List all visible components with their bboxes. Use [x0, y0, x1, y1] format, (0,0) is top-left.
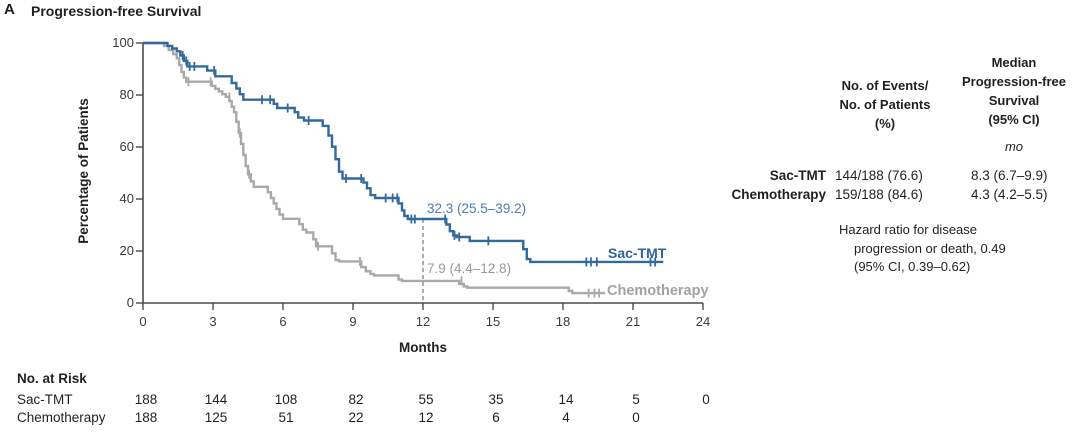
median-column-header: Median Progression-free Survival (95% CI… [948, 53, 1080, 129]
hazard-ratio-line1: Hazard ratio for disease [839, 222, 978, 237]
x-tick-label: 0 [139, 314, 147, 329]
table-row-label-sac-tmt: Sac-TMT [769, 168, 826, 183]
km-curve-chemo [143, 41, 605, 295]
at-risk-value: 108 [274, 392, 298, 407]
at-risk-value: 4 [562, 410, 570, 425]
y-tick-label: 60 [119, 139, 134, 154]
median-header-line4: (95% CI) [988, 112, 1040, 127]
median-header-line1: Median [991, 55, 1037, 70]
x-tick-label: 9 [349, 314, 357, 329]
sac-tmt-12mo-rate-annotation: 32.3 (25.5–39.2) [427, 201, 527, 216]
at-risk-value: 14 [558, 392, 574, 407]
x-tick-label: 6 [279, 314, 287, 329]
km-curve-sac [143, 41, 664, 264]
y-tick-label: 20 [119, 243, 134, 258]
sac-tmt-curve-label: Sac-TMT [608, 245, 667, 261]
at-risk-value: 188 [134, 392, 158, 407]
x-tick-label: 3 [209, 314, 217, 329]
x-tick-label: 12 [415, 314, 431, 329]
x-tick-label: 18 [555, 314, 571, 329]
at-risk-value: 51 [278, 410, 294, 425]
at-risk-row-label-chemotherapy: Chemotherapy [17, 410, 106, 425]
x-axis-title: Months [399, 340, 447, 355]
y-axis-title: Percentage of Patients [76, 98, 91, 244]
at-risk-value: 0 [702, 392, 710, 407]
x-tick-label: 24 [695, 314, 711, 329]
at-risk-value: 6 [492, 410, 500, 425]
chemotherapy-events-value: 159/188 (84.6) [835, 187, 923, 202]
at-risk-row-label-sac-tmt: Sac-TMT [17, 392, 73, 407]
figure-title: Progression-free Survival [31, 3, 202, 19]
sac-tmt-events-value: 144/188 (76.6) [835, 168, 923, 183]
chemotherapy-curve-label: Chemotherapy [607, 283, 709, 299]
at-risk-value: 188 [134, 410, 158, 425]
at-risk-value: 55 [418, 392, 434, 407]
at-risk-value: 5 [632, 392, 640, 407]
hazard-ratio-line2: progression or death, 0.49 [854, 240, 1006, 256]
median-header-line3: Survival [988, 93, 1040, 108]
at-risk-value: 82 [348, 392, 364, 407]
median-header-line2: Progression-free [961, 74, 1067, 89]
median-unit-label: mo [1004, 139, 1024, 154]
y-tick-label: 100 [112, 35, 134, 50]
at-risk-value: 22 [348, 410, 364, 425]
at-risk-title: No. at Risk [17, 371, 87, 386]
events-header-line3: (%) [874, 116, 896, 131]
at-risk-value: 12 [418, 410, 434, 425]
at-risk-value: 125 [204, 410, 228, 425]
hazard-ratio-line3: (95% CI, 0.39–0.62) [854, 259, 971, 274]
at-risk-value: 35 [488, 392, 504, 407]
events-header-line1: No. of Events/ [841, 78, 929, 93]
panel-letter: A [4, 1, 15, 18]
chemo-12mo-rate-annotation: 7.9 (4.4–12.8) [427, 261, 512, 276]
y-tick-label: 80 [119, 87, 134, 102]
sac-tmt-median-value: 8.3 (6.7–9.9) [971, 168, 1048, 183]
events-header-line2: No. of Patients [839, 97, 931, 112]
y-tick-label: 40 [119, 191, 134, 206]
y-tick-label: 0 [126, 295, 134, 310]
hazard-ratio-note: Hazard ratio for disease progression or … [839, 221, 1006, 277]
chemotherapy-median-value: 4.3 (4.2–5.5) [971, 187, 1048, 202]
x-tick-label: 15 [485, 314, 501, 329]
at-risk-value: 144 [204, 392, 228, 407]
x-tick-label: 21 [625, 314, 641, 329]
events-column-header: No. of Events/ No. of Patients (%) [812, 76, 958, 133]
at-risk-value: 0 [632, 410, 640, 425]
table-row-label-chemotherapy: Chemotherapy [731, 187, 826, 202]
